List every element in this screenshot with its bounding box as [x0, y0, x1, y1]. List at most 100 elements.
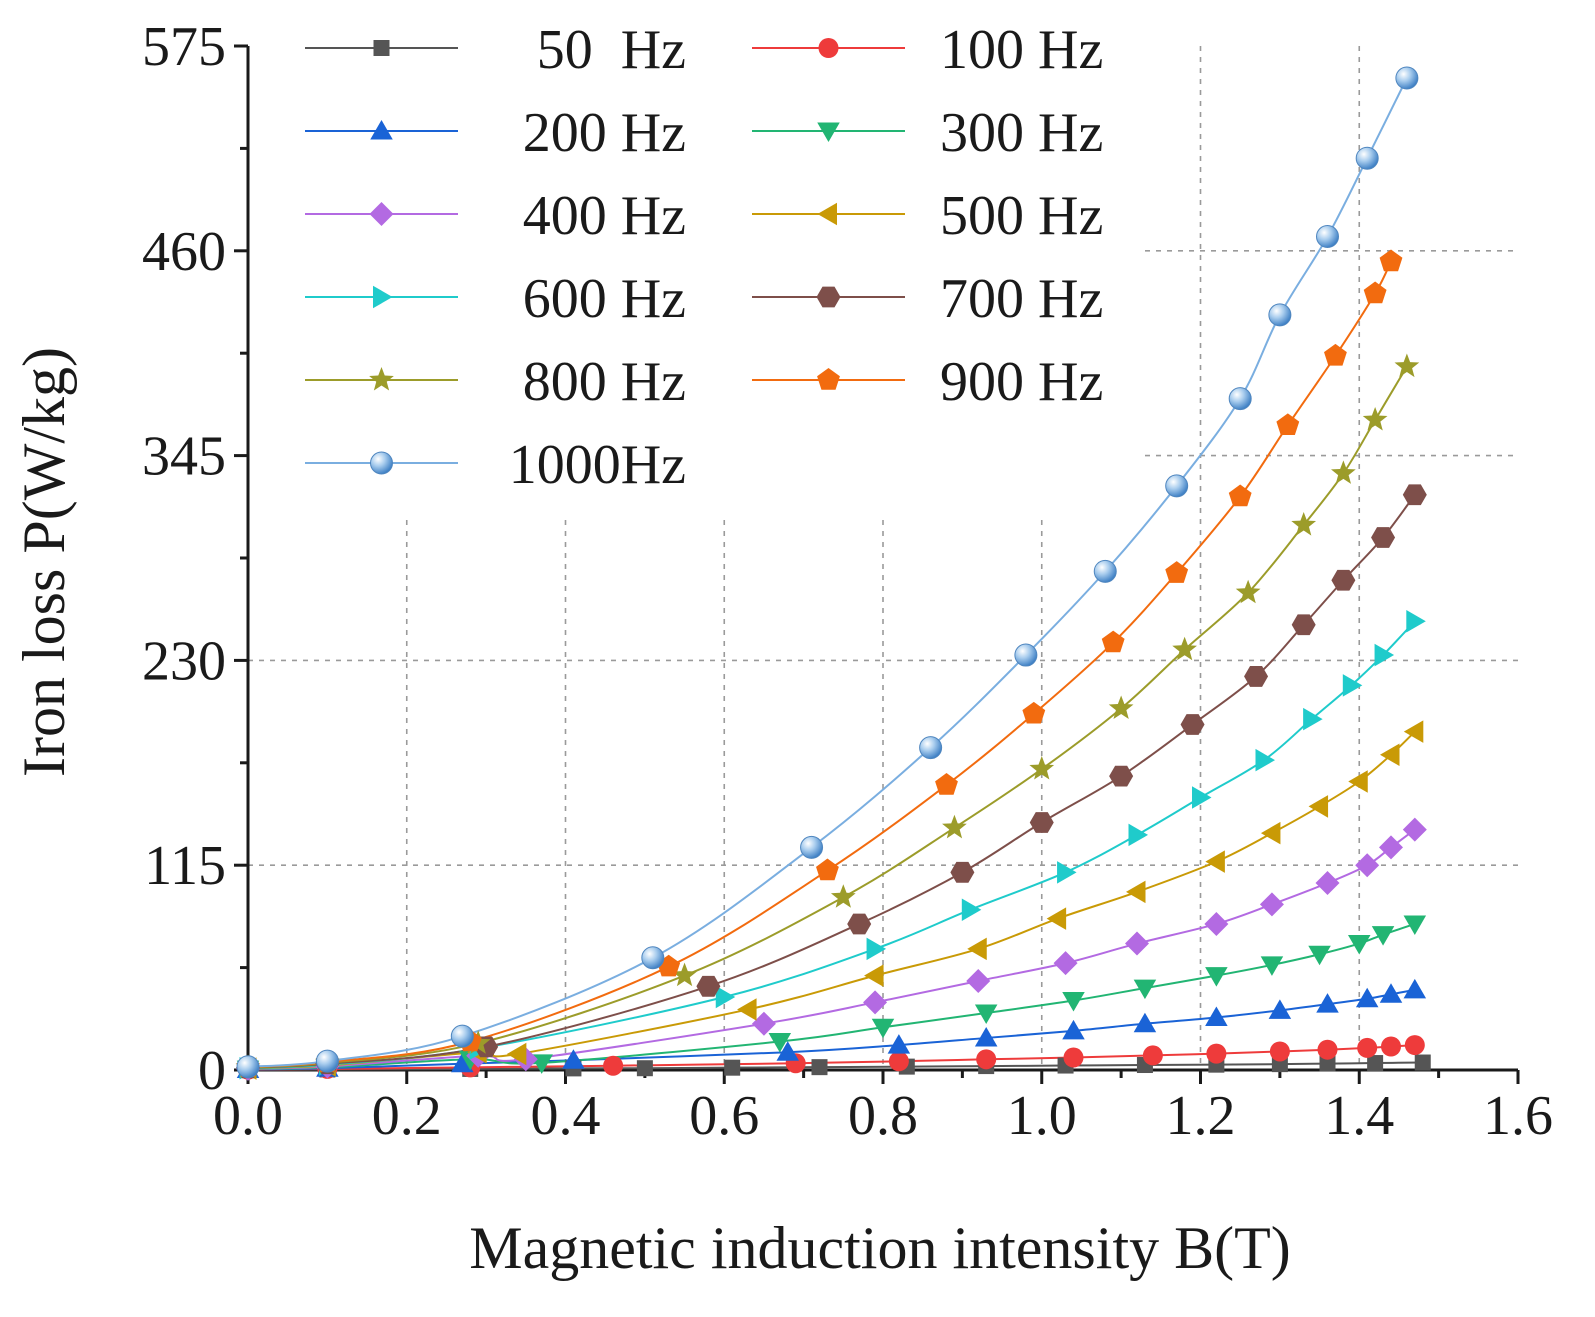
data-point-400hz [1355, 853, 1380, 878]
data-point-700hz [1402, 484, 1427, 506]
data-point-800hz [1291, 512, 1317, 536]
data-point-200hz [887, 1034, 911, 1054]
data-point-1000hz [1395, 66, 1419, 90]
data-point-300hz [1260, 956, 1284, 976]
legend-item-100hz: 100 Hz [752, 19, 1103, 81]
data-point-400hz [1053, 951, 1078, 976]
data-point-700hz [696, 975, 721, 997]
data-point-300hz [1403, 915, 1427, 935]
data-point-900hz [1276, 413, 1300, 436]
data-point-900hz [935, 773, 958, 795]
data-point-900hz [1379, 249, 1403, 272]
data-point-500hz [506, 1042, 527, 1066]
series-line-600hz [247, 620, 1416, 1070]
data-point-1000hz [1268, 303, 1292, 327]
data-point-800hz [1108, 695, 1134, 719]
legend-marker-400hz [369, 202, 394, 226]
data-point-300hz [1205, 967, 1228, 987]
data-point-50hz [724, 1059, 741, 1076]
y-tick-label: 0 [198, 1040, 226, 1102]
data-point-500hz [967, 937, 987, 961]
legend-item-300hz: 300 Hz [752, 102, 1103, 164]
data-point-50hz [811, 1059, 828, 1076]
data-point-300hz [1308, 945, 1331, 966]
legend-marker-900hz [817, 368, 840, 390]
data-point-800hz [1029, 756, 1055, 780]
data-point-500hz [1126, 880, 1146, 904]
data-point-400hz [1402, 817, 1427, 842]
data-point-200hz [1062, 1019, 1085, 1040]
legend-marker-100hz [818, 38, 839, 58]
y-tick-label: 345 [142, 426, 226, 488]
data-point-500hz [864, 964, 884, 987]
data-point-50hz [1414, 1054, 1431, 1071]
x-tick-label: 1.2 [1166, 1085, 1236, 1147]
data-point-800hz [1362, 406, 1388, 431]
data-point-900hz [1022, 701, 1046, 724]
legend-item-900hz: 900 Hz [752, 351, 1103, 413]
data-point-700hz [1029, 812, 1054, 833]
y-tick-label: 115 [144, 835, 226, 897]
data-point-400hz [863, 990, 888, 1015]
data-point-400hz [1379, 835, 1403, 860]
legend-item-600hz: 600 Hz [305, 268, 686, 330]
legend-label-50hz: 50 Hz [537, 19, 686, 81]
data-point-600hz [1192, 786, 1212, 809]
data-point-300hz [1133, 979, 1157, 1000]
data-point-800hz [672, 962, 697, 987]
data-point-1000hz [1093, 559, 1117, 583]
axes [234, 44, 1520, 1084]
legend-label-400hz: 400 Hz [523, 185, 686, 247]
x-tick-label: 1.6 [1483, 1085, 1553, 1147]
data-point-400hz [966, 968, 991, 993]
data-point-200hz [974, 1026, 998, 1047]
tick-labels: 0.0 0.2 0.4 0.6 0.8 1.0 1.2 1.4 1.6 0 115 230 345 460… [142, 16, 1553, 1147]
legend-label-1000hz: 1000Hz [509, 434, 686, 496]
data-point-600hz [961, 898, 982, 921]
x-tick-label: 1.0 [1007, 1085, 1077, 1147]
data-point-700hz [1371, 527, 1396, 548]
data-point-600hz [866, 937, 887, 961]
data-point-700hz [1180, 714, 1205, 735]
data-point-100hz [976, 1049, 997, 1070]
data-point-300hz [768, 1033, 792, 1053]
series-line-500hz [247, 730, 1416, 1070]
data-point-200hz [1133, 1012, 1157, 1033]
data-point-900hz [1324, 343, 1347, 366]
data-point-400hz [1315, 871, 1340, 896]
data-point-1000hz [800, 835, 824, 859]
data-point-200hz [1355, 987, 1379, 1008]
data-point-100hz [1381, 1036, 1401, 1057]
data-point-1000hz [1316, 225, 1339, 249]
data-point-500hz [1046, 907, 1067, 930]
data-point-700hz [847, 913, 872, 935]
series-line-700hz [247, 494, 1416, 1069]
data-point-400hz [1204, 911, 1229, 936]
data-point-200hz [776, 1041, 800, 1061]
data-point-1000hz [1355, 146, 1379, 170]
data-point-300hz [974, 1004, 998, 1025]
data-point-600hz [715, 985, 736, 1009]
data-point-100hz [1142, 1045, 1163, 1066]
data-point-400hz [1259, 892, 1284, 917]
data-point-200hz [1403, 978, 1427, 999]
data-point-200hz [1316, 993, 1339, 1013]
data-point-100hz [1206, 1043, 1227, 1064]
data-point-1000hz [641, 946, 665, 970]
legend-marker-200hz [370, 120, 393, 140]
data-point-100hz [888, 1051, 909, 1072]
data-point-200hz [451, 1052, 474, 1073]
x-tick-label: 0.2 [372, 1085, 442, 1147]
data-point-900hz [1228, 484, 1252, 507]
data-point-100hz [1404, 1035, 1425, 1056]
data-point-800hz [942, 814, 967, 839]
legend-marker-500hz [817, 202, 837, 226]
data-point-700hz [1109, 765, 1134, 787]
legend-label-100hz: 100 Hz [940, 19, 1103, 81]
data-point-1000hz [1014, 643, 1038, 667]
legend: 50 Hz 100 Hz 200 Hz 300 Hz 400 Hz 500 Hz 600 H… [305, 19, 1103, 496]
data-point-700hz [1244, 666, 1269, 687]
data-point-900hz [1363, 281, 1387, 304]
data-point-300hz [871, 1018, 895, 1039]
data-point-800hz [1235, 579, 1261, 604]
